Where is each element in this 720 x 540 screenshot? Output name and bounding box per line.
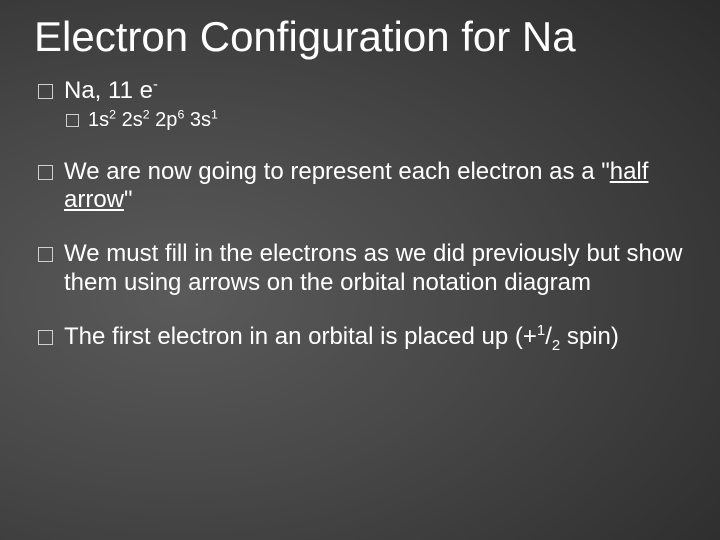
- halfarrow-pre: We are now going to represent each elect…: [64, 158, 610, 185]
- bullet-item-config: 1s2 2s2 2p6 3s1: [64, 108, 686, 132]
- bullet-item-halfarrow: We are now going to represent each elect…: [34, 158, 686, 215]
- spin-slash: /: [545, 323, 552, 350]
- bullet-item-na: Na, 11 e- 1s2 2s2 2p6 3s1: [34, 77, 686, 131]
- bullet-item-spin: The first electron in an orbital is plac…: [34, 323, 686, 351]
- slide: Electron Configuration for Na Na, 11 e- …: [0, 0, 720, 540]
- spin-den: 2: [552, 338, 560, 354]
- cfg-0-sup: 2: [109, 107, 116, 121]
- cfg-1-sup: 2: [143, 107, 150, 121]
- cfg-3-sup: 1: [211, 107, 218, 121]
- bullet-item-fill: We must fill in the electrons as we did …: [34, 240, 686, 297]
- bullet-list: Na, 11 e- 1s2 2s2 2p6 3s1 We are now goi…: [34, 77, 686, 351]
- na-minus-sup: -: [153, 77, 158, 93]
- fill-text: We must fill in the electrons as we did …: [64, 240, 683, 295]
- cfg-2-base: 2p: [150, 109, 178, 131]
- spin-pre: The first electron in an orbital is plac…: [64, 323, 537, 350]
- na-text: Na, 11 e: [64, 77, 153, 104]
- sub-bullet-list: 1s2 2s2 2p6 3s1: [64, 108, 686, 132]
- spin-num: 1: [537, 323, 545, 339]
- cfg-0-base: 1s: [88, 109, 109, 131]
- cfg-1-base: 2s: [116, 109, 143, 131]
- spin-post: spin): [560, 323, 619, 350]
- slide-title: Electron Configuration for Na: [34, 14, 686, 59]
- halfarrow-post: ": [124, 186, 133, 213]
- cfg-3-base: 3s: [184, 109, 211, 131]
